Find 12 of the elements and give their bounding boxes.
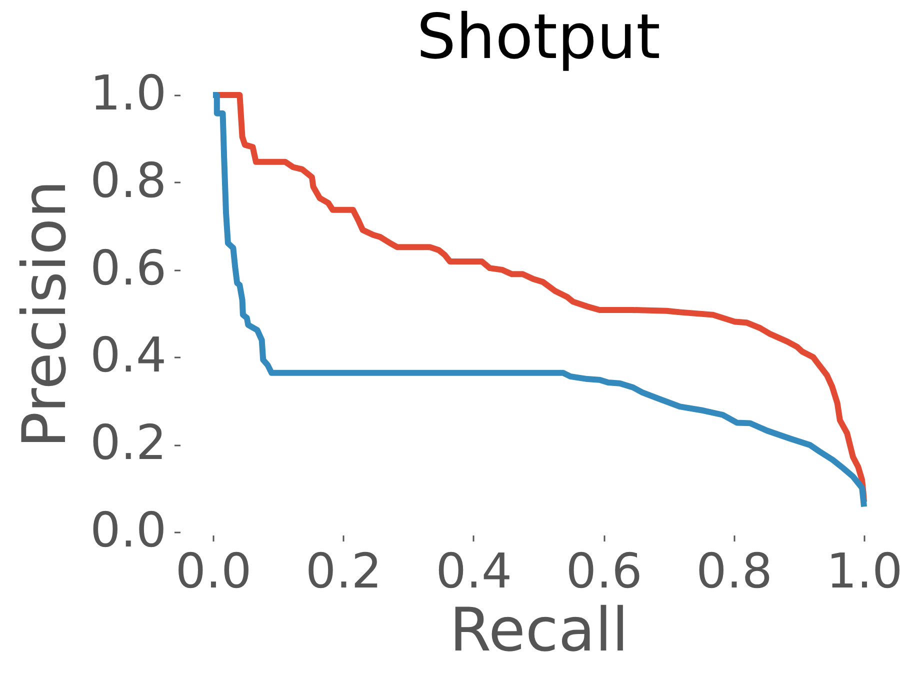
chart-title: Shotput bbox=[416, 0, 660, 73]
x-tick-label: 1.0 bbox=[826, 544, 903, 600]
x-tick-label: 0.2 bbox=[306, 544, 382, 600]
y-axis-title: Precision bbox=[10, 180, 80, 448]
x-tick-label: 0.8 bbox=[696, 544, 772, 600]
y-tick-label: 0.0 bbox=[90, 502, 166, 558]
x-tick-label: 0.0 bbox=[175, 544, 252, 600]
y-tick-label: 0.6 bbox=[90, 240, 166, 296]
y-tick-label: 0.8 bbox=[90, 152, 166, 209]
y-tick-label: 0.2 bbox=[90, 415, 166, 472]
y-tick-label: 0.4 bbox=[90, 328, 166, 384]
y-tick-label: 1.0 bbox=[90, 66, 166, 122]
